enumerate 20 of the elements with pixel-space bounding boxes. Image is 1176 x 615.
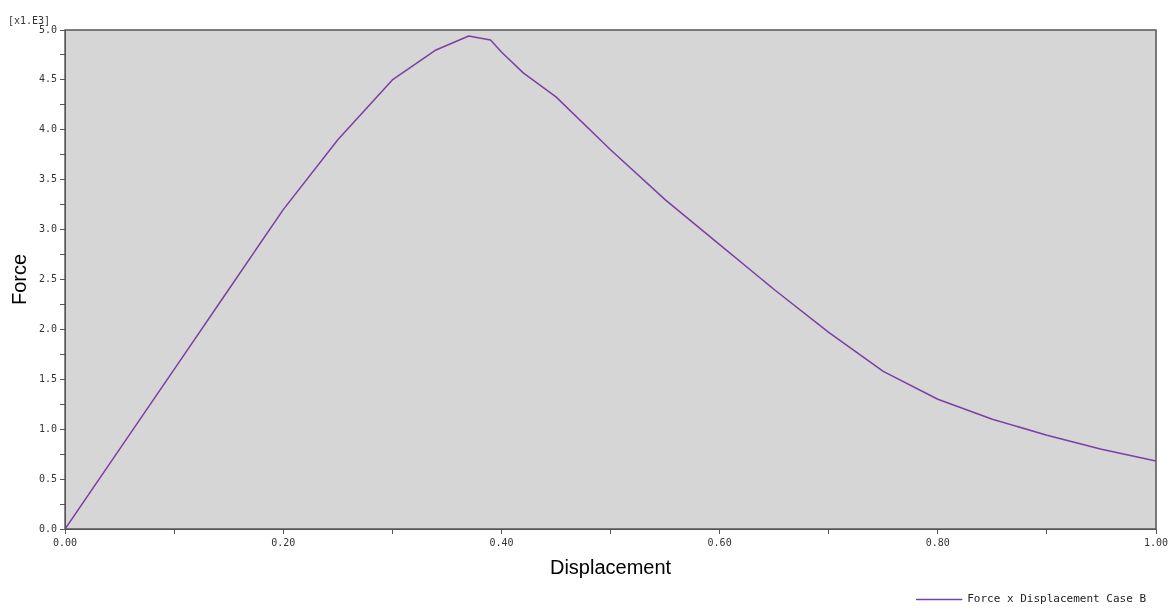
y-tick-label: 2.5 (39, 273, 58, 285)
x-tick-label: 0.60 (707, 536, 732, 548)
x-axis-title: Displacement (549, 555, 672, 578)
y-tick-label: 0.5 (39, 472, 58, 484)
x-tick-label: 0.00 (53, 536, 78, 548)
y-tick-label: 3.0 (39, 223, 58, 235)
x-tick-label: 0.40 (489, 536, 514, 548)
y-tick-label: 3.5 (39, 173, 58, 185)
y-axis-title: Force (7, 253, 30, 306)
text: [x1.E3] (8, 14, 51, 26)
y-tick-label: 1.5 (39, 372, 58, 384)
y-tick-label: 4.5 (39, 73, 58, 85)
y-tick-label: 1.0 (39, 422, 58, 434)
x-tick-label: 1.00 (1143, 536, 1169, 548)
x-tick-label: 0.20 (271, 536, 296, 548)
y-tick-label: 4.0 (39, 123, 58, 135)
y-tick-label: 2.0 (39, 322, 58, 334)
legend-label: Force x Displacement Case B (967, 592, 1147, 606)
y-tick-label: 0.0 (39, 522, 58, 534)
x-tick-label: 0.80 (925, 536, 950, 548)
